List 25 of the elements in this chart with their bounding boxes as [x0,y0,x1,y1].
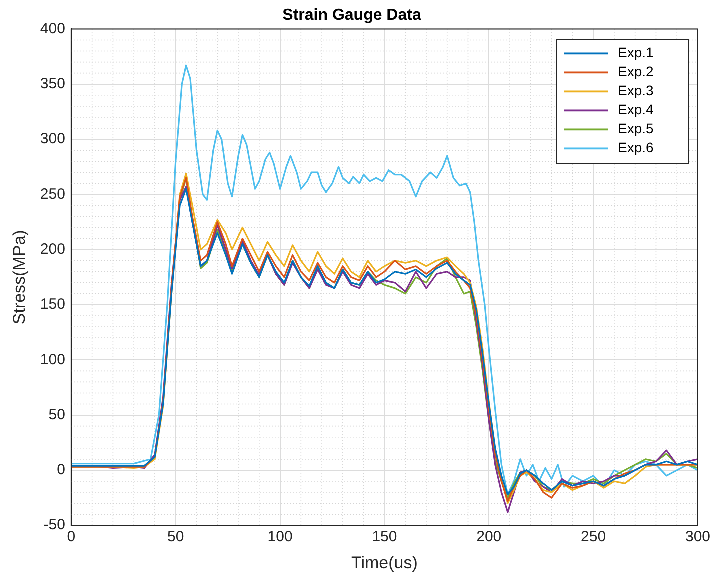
y-tick-label: 0 [57,462,66,479]
x-tick-label: 50 [168,528,184,546]
y-tick-label: -50 [44,516,66,534]
y-tick-label: 150 [40,296,66,314]
y-tick-label: 250 [40,186,66,203]
legend-label: Exp.5 [618,120,654,137]
x-tick-label: 100 [268,528,293,546]
legend-label: Exp.1 [618,44,654,61]
y-tick-label: 400 [40,20,66,38]
x-tick-label: 300 [685,528,711,546]
x-tick-label: 150 [372,528,398,546]
y-tick-label: 350 [40,75,66,92]
x-tick-label: 250 [581,528,606,546]
y-tick-label: 100 [40,351,66,368]
y-axis-title: Stress(MPa) [10,230,29,325]
y-tick-label: 300 [40,130,66,148]
chart-title: Strain Gauge Data [282,7,422,24]
y-tick-label: 200 [40,240,66,258]
x-tick-label: 200 [476,528,502,546]
legend-label: Exp.4 [618,102,654,118]
y-tick-label: 50 [48,406,66,424]
legend-label: Exp.2 [618,64,654,80]
legend-label: Exp.6 [618,140,654,156]
legend-label: Exp.3 [618,82,654,99]
x-axis-title: Time(us) [351,553,418,572]
